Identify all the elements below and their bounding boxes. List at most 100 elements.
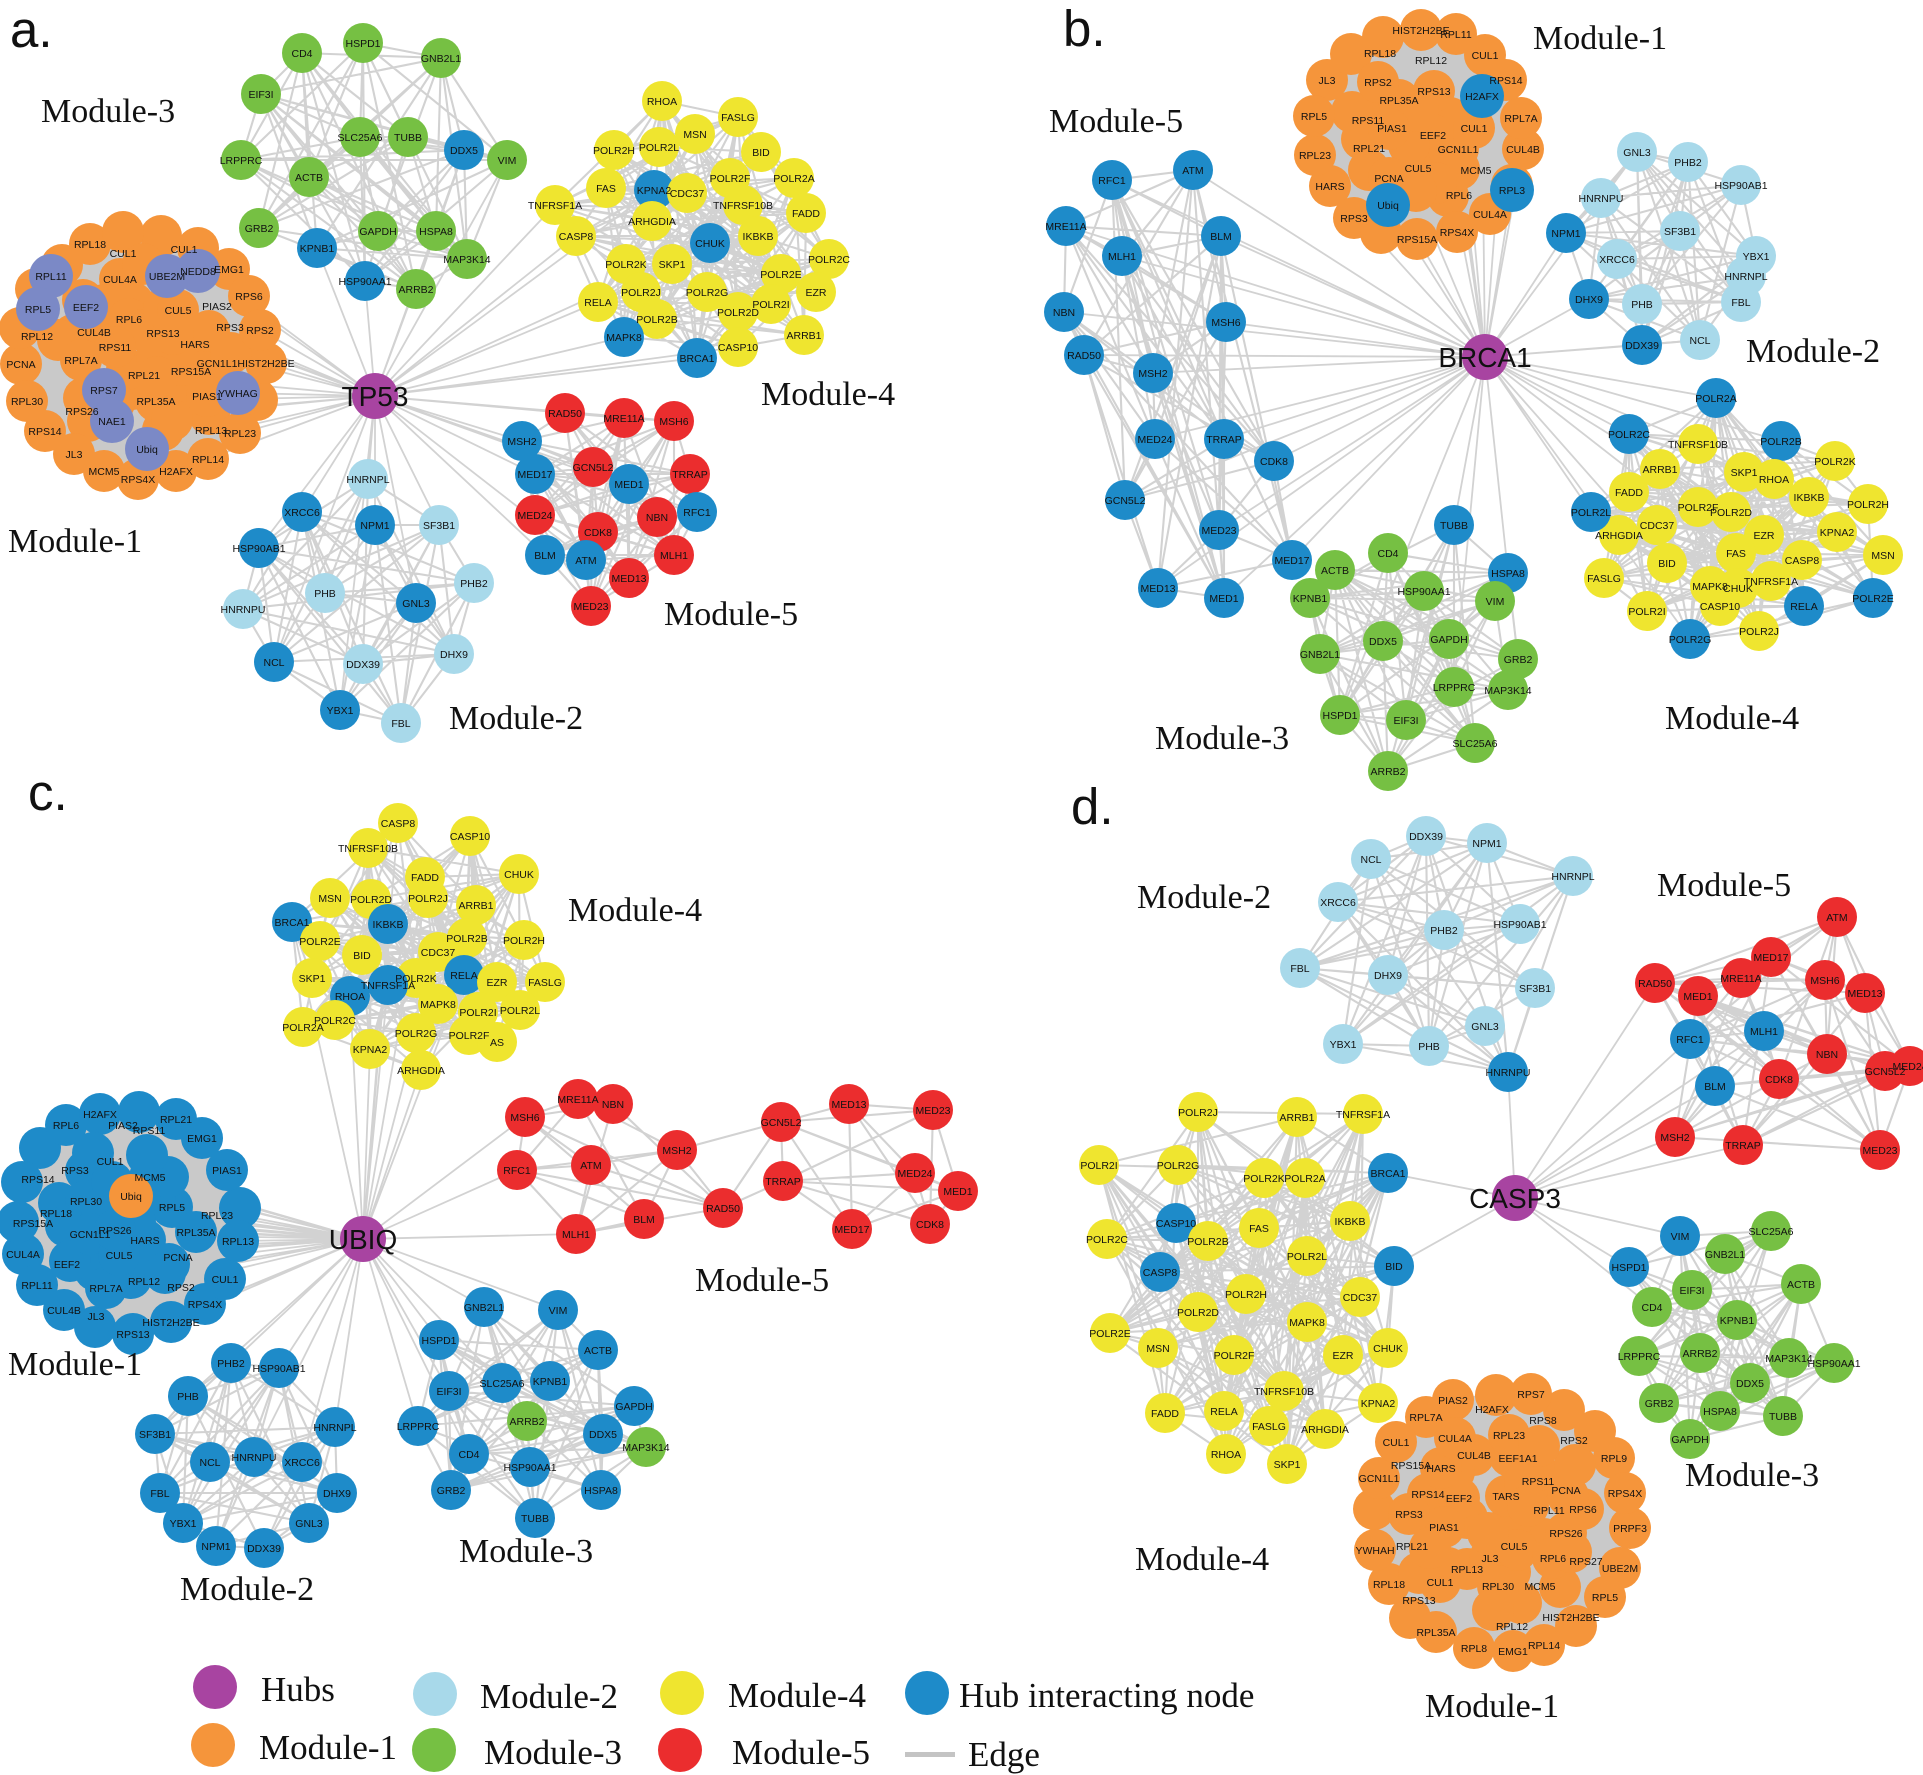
svg-text:MED13: MED13	[1140, 583, 1175, 595]
svg-text:YBX1: YBX1	[170, 1518, 197, 1530]
svg-text:MED17: MED17	[517, 469, 552, 481]
svg-text:SF3B1: SF3B1	[423, 520, 455, 532]
svg-text:EIF3I: EIF3I	[1393, 715, 1418, 727]
svg-text:HARS: HARS	[1315, 181, 1344, 193]
svg-text:PHB: PHB	[1418, 1041, 1440, 1053]
svg-text:KPNA2: KPNA2	[1361, 1398, 1396, 1410]
svg-text:GCN1L1: GCN1L1	[197, 358, 238, 370]
svg-text:GNL3: GNL3	[1471, 1021, 1499, 1033]
svg-text:RPL18: RPL18	[1364, 48, 1396, 60]
svg-text:YBX1: YBX1	[327, 705, 354, 717]
svg-text:POLR2D: POLR2D	[1710, 507, 1752, 519]
svg-text:CDK8: CDK8	[916, 1219, 944, 1231]
svg-text:MED23: MED23	[1862, 1145, 1897, 1157]
svg-text:MSH2: MSH2	[662, 1145, 691, 1157]
svg-text:GCN1L1: GCN1L1	[70, 1229, 111, 1241]
svg-text:GCN5L2: GCN5L2	[1105, 495, 1146, 507]
svg-text:TNFRSF1A: TNFRSF1A	[528, 200, 582, 212]
svg-text:MSN: MSN	[683, 129, 706, 141]
svg-text:JL3: JL3	[88, 1311, 105, 1323]
svg-text:TUBB: TUBB	[394, 132, 422, 144]
svg-text:Module-5: Module-5	[1657, 867, 1791, 904]
svg-text:PIAS2: PIAS2	[202, 301, 232, 313]
svg-text:MCM5: MCM5	[1525, 1581, 1556, 1593]
svg-text:Ubiq: Ubiq	[120, 1191, 142, 1203]
svg-text:DHX9: DHX9	[440, 649, 468, 661]
svg-text:RPL18: RPL18	[1373, 1579, 1405, 1591]
svg-text:CHUK: CHUK	[1373, 1343, 1403, 1355]
svg-text:POLR2H: POLR2H	[593, 145, 635, 157]
svg-text:DDX39: DDX39	[247, 1543, 281, 1555]
svg-text:POLR2D: POLR2D	[717, 307, 759, 319]
svg-text:POLR2A: POLR2A	[282, 1022, 323, 1034]
svg-text:CUL5: CUL5	[106, 1250, 133, 1262]
svg-text:Module-1: Module-1	[8, 1346, 142, 1383]
svg-text:RPL21: RPL21	[160, 1114, 192, 1126]
svg-text:EMG1: EMG1	[214, 264, 244, 276]
svg-text:RPL7A: RPL7A	[1409, 1412, 1442, 1424]
svg-text:POLR2I: POLR2I	[459, 1007, 496, 1019]
svg-text:BRCA1: BRCA1	[1438, 342, 1531, 373]
svg-text:RELA: RELA	[1790, 601, 1817, 613]
svg-text:MED17: MED17	[834, 1224, 869, 1236]
svg-text:RPL7A: RPL7A	[89, 1283, 122, 1295]
svg-text:NPM1: NPM1	[1472, 838, 1501, 850]
svg-text:MCM5: MCM5	[135, 1172, 166, 1184]
svg-text:RPL11: RPL11	[1533, 1505, 1564, 1517]
svg-text:RPL7A: RPL7A	[1504, 113, 1537, 125]
svg-text:CDC37: CDC37	[1640, 520, 1675, 532]
svg-text:EZR: EZR	[806, 287, 827, 299]
svg-text:GRB2: GRB2	[1504, 654, 1533, 666]
svg-text:ARHGDIA: ARHGDIA	[628, 216, 676, 228]
svg-text:PHB: PHB	[177, 1391, 199, 1403]
svg-text:SLC25A6: SLC25A6	[1749, 1226, 1794, 1238]
svg-text:FADD: FADD	[792, 208, 820, 220]
svg-text:RPL30: RPL30	[70, 1196, 102, 1208]
svg-text:SLC25A6: SLC25A6	[480, 1378, 525, 1390]
svg-text:MED17: MED17	[1274, 555, 1309, 567]
svg-text:CUL5: CUL5	[1405, 163, 1432, 175]
svg-text:FAS: FAS	[1726, 548, 1746, 560]
svg-text:RPL30: RPL30	[11, 396, 43, 408]
svg-text:MED23: MED23	[1201, 525, 1236, 537]
svg-text:CDK8: CDK8	[1260, 456, 1288, 468]
svg-text:RPL12: RPL12	[1496, 1621, 1528, 1633]
svg-text:HSPD1: HSPD1	[345, 38, 380, 50]
svg-text:HSP90AA1: HSP90AA1	[503, 1462, 556, 1474]
svg-text:POLR2J: POLR2J	[408, 893, 448, 905]
svg-text:XRCC6: XRCC6	[284, 507, 320, 519]
svg-text:MSH6: MSH6	[1211, 317, 1240, 329]
svg-text:POLR2F: POLR2F	[710, 173, 751, 185]
svg-text:CUL4A: CUL4A	[6, 1249, 40, 1261]
svg-text:CASP10: CASP10	[450, 831, 490, 843]
svg-text:RELA: RELA	[584, 297, 611, 309]
svg-text:MAPK8: MAPK8	[1289, 1317, 1325, 1329]
svg-text:HSP90AA1: HSP90AA1	[1807, 1358, 1860, 1370]
svg-text:RPS11: RPS11	[133, 1125, 166, 1137]
svg-text:TNFRSF10B: TNFRSF10B	[1668, 439, 1728, 451]
svg-text:HSP90AB1: HSP90AB1	[1714, 180, 1767, 192]
svg-text:HNRNPL: HNRNPL	[346, 474, 389, 486]
svg-text:CDC37: CDC37	[670, 188, 705, 200]
svg-text:RPL13: RPL13	[222, 1236, 254, 1248]
svg-text:TRRAP: TRRAP	[765, 1176, 801, 1188]
svg-text:RPL3: RPL3	[1499, 185, 1525, 197]
svg-text:Module-1: Module-1	[259, 1728, 397, 1767]
svg-text:RPL35A: RPL35A	[176, 1227, 215, 1239]
svg-text:GCN1L1: GCN1L1	[1359, 1473, 1400, 1485]
svg-text:RPS4X: RPS4X	[1440, 227, 1474, 239]
svg-text:RPS4X: RPS4X	[188, 1299, 222, 1311]
svg-text:RPS2: RPS2	[246, 325, 274, 337]
svg-text:Module-3: Module-3	[484, 1733, 622, 1772]
svg-text:ACTB: ACTB	[295, 172, 323, 184]
svg-text:GRB2: GRB2	[1645, 1398, 1674, 1410]
svg-text:TP53: TP53	[342, 381, 409, 412]
svg-text:PIAS1: PIAS1	[212, 1165, 242, 1177]
svg-text:MAP3K14: MAP3K14	[1765, 1353, 1812, 1365]
svg-text:HIST2H2BE: HIST2H2BE	[142, 1317, 199, 1329]
svg-text:RPL23: RPL23	[1493, 1430, 1525, 1442]
svg-text:TUBB: TUBB	[1769, 1411, 1797, 1423]
svg-text:MED1: MED1	[943, 1186, 972, 1198]
svg-text:IKBKB: IKBKB	[1794, 492, 1825, 504]
svg-text:RPS13: RPS13	[116, 1329, 149, 1341]
